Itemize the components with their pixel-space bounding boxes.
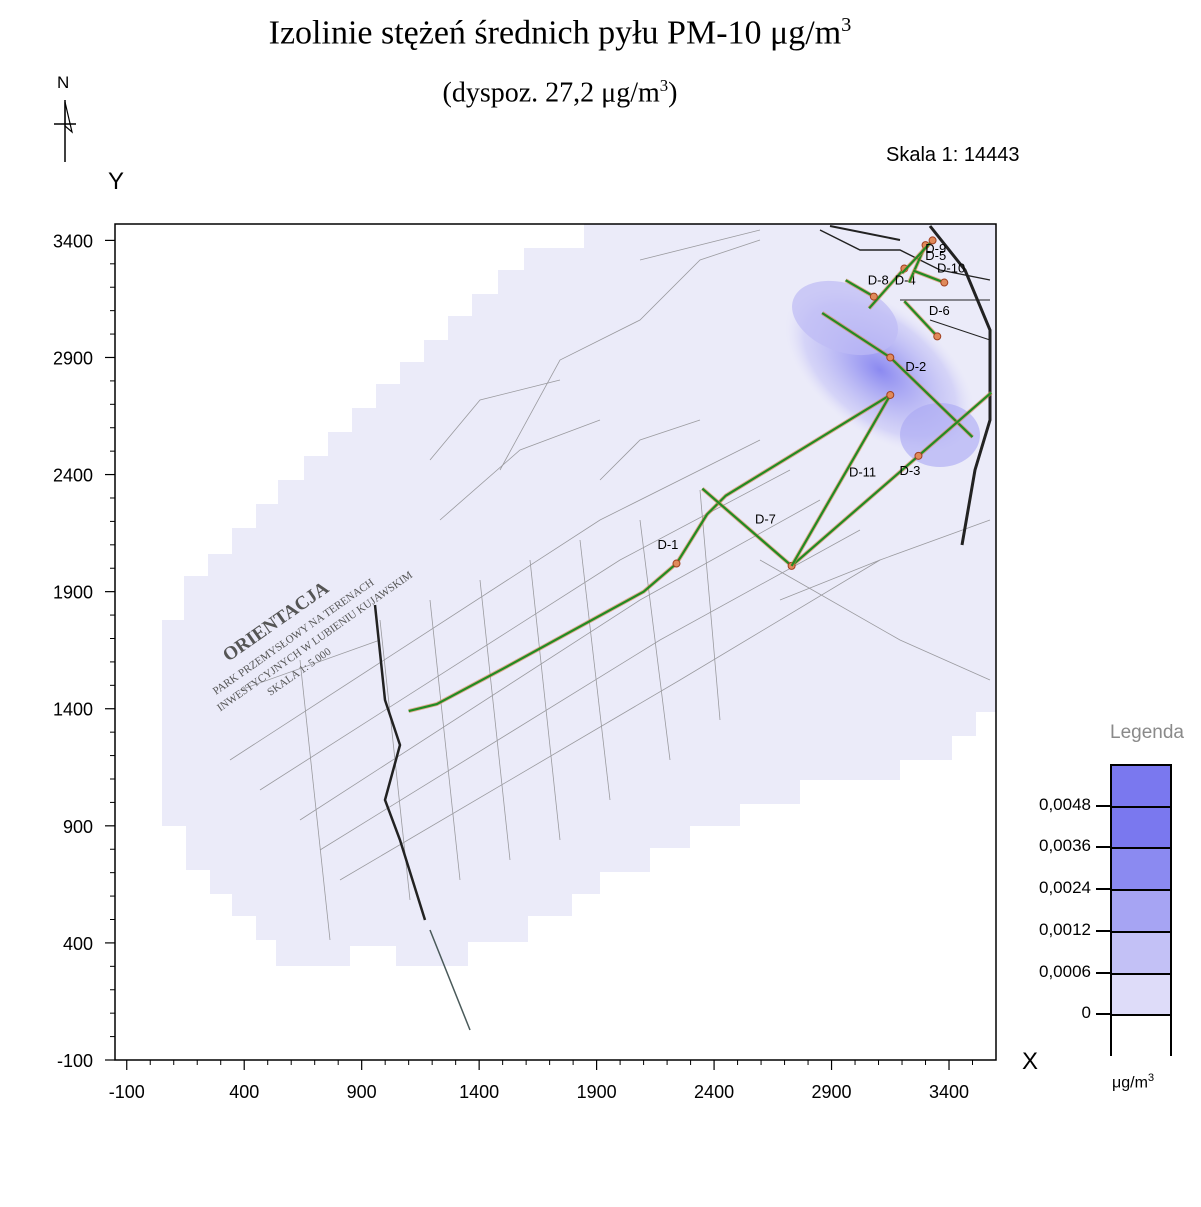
road-d-1[interactable] [408, 394, 891, 713]
x-tick-label: 2400 [694, 1082, 734, 1102]
legend-band [1112, 932, 1170, 975]
legend-tick [1096, 804, 1112, 807]
emission-point[interactable] [886, 353, 895, 362]
road-label: D-7 [755, 511, 776, 526]
legend-tick [1096, 929, 1112, 932]
cadastral-map-lines [229, 229, 991, 941]
legend-value: 0,0036 [1039, 836, 1091, 856]
road-d-8[interactable] [845, 279, 875, 298]
legend-tick [1096, 888, 1112, 891]
road-d-11[interactable] [790, 394, 892, 567]
emission-point[interactable] [672, 559, 681, 568]
y-tick-label: 1900 [53, 583, 93, 603]
y-tick-label: 3400 [53, 231, 93, 251]
road-d-6[interactable] [903, 300, 939, 338]
chart-subtitle: (dyspoz. 27,2 μg/m3) [442, 76, 678, 109]
y-tick-label: 400 [63, 934, 93, 954]
x-tick-label: 400 [229, 1082, 259, 1102]
road-label: D-2 [905, 359, 926, 374]
north-label: N [57, 73, 69, 92]
concentration-area-base [162, 224, 996, 966]
road-label: D-9 [925, 241, 946, 256]
legend-band [1112, 891, 1170, 933]
road-label: D-1 [657, 537, 678, 552]
y-axis-label: Y [108, 168, 125, 195]
emission-point[interactable] [914, 451, 923, 460]
legend-band [1112, 849, 1170, 892]
road-label: D-10 [937, 261, 965, 276]
x-axis-label: X [1022, 1048, 1039, 1075]
road-label: D-11 [849, 464, 876, 479]
legend-value: 0,0006 [1039, 961, 1091, 981]
emission-point[interactable] [940, 278, 949, 287]
road-d-10[interactable] [913, 269, 945, 284]
road-label: D-5 [925, 248, 946, 263]
north-arrow-icon: N [54, 73, 76, 162]
y-tick-label: 1400 [53, 700, 93, 720]
x-tick-label: 1400 [459, 1082, 499, 1102]
road-d-7[interactable] [701, 487, 793, 567]
road-label: D-3 [899, 463, 920, 478]
emission-point[interactable] [886, 390, 895, 399]
emission-point[interactable] [928, 236, 937, 245]
x-tick-label: -100 [109, 1082, 145, 1102]
y-tick-label: 2400 [53, 466, 93, 486]
y-tick-label: 2900 [53, 348, 93, 368]
x-tick-label: 1900 [577, 1082, 617, 1102]
plot-frame [114, 223, 997, 1061]
legend-band [1112, 766, 1170, 808]
x-tick-label: 2900 [812, 1082, 852, 1102]
road-label: D-6 [929, 303, 950, 318]
legend-value: 0,0024 [1039, 878, 1091, 898]
x-tick-label: 900 [347, 1082, 377, 1102]
legend-tick [1096, 1013, 1112, 1016]
village-streets [373, 225, 992, 1031]
scale-text: Skala 1: 14443 [886, 144, 1020, 166]
legend-band [1112, 1016, 1170, 1058]
axis-ticks: -100 400 900 1400 1900 2400 2900 3400 3400 2900 24… [53, 231, 974, 1102]
legend-title: Legenda [1110, 722, 1184, 743]
legend-value: 0 [1081, 1003, 1091, 1023]
road-d-9[interactable] [901, 239, 934, 274]
legend-value: 0,0048 [1039, 794, 1091, 814]
y-tick-label: 900 [63, 817, 93, 837]
emission-point[interactable] [869, 292, 878, 301]
chart-title: Izolinie stężeń średnich pyłu PM-10 μg/m… [268, 14, 852, 52]
legend-tick [1096, 971, 1112, 974]
road-label: D-8 [868, 272, 889, 287]
legend-unit: μg/m3 [1112, 1072, 1155, 1092]
roads-layer[interactable]: D-1D-2D-3D-4D-5D-6D-7D-8D-9D-10D-11 [408, 236, 993, 714]
road-d-4[interactable] [868, 267, 906, 310]
y-tick-label: -100 [57, 1051, 93, 1071]
legend-band [1112, 807, 1170, 850]
x-tick-label: 3400 [929, 1082, 969, 1102]
legend-band [1112, 974, 1170, 1017]
legend-tick [1096, 846, 1112, 849]
legend-colorbar [1110, 764, 1172, 1058]
emission-point[interactable] [933, 332, 942, 341]
legend-value: 0,0012 [1039, 919, 1091, 939]
